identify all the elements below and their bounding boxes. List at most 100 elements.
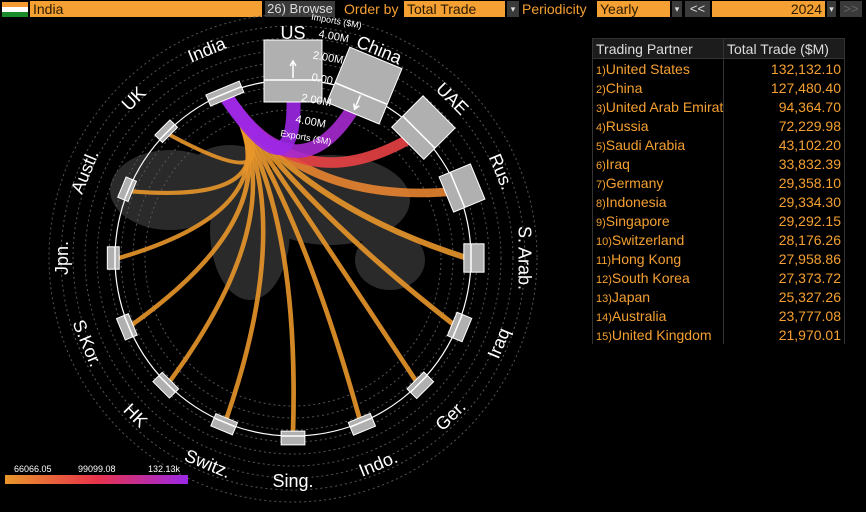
- partner-name[interactable]: 12)South Korea: [592, 268, 724, 287]
- partner-node[interactable]: [154, 119, 179, 144]
- partner-node[interactable]: [280, 430, 306, 446]
- table-row[interactable]: 14)Australia 23,777.08: [592, 306, 845, 325]
- browse-button[interactable]: 26) Browse: [265, 1, 335, 17]
- partner-name[interactable]: 7)Germany: [592, 173, 724, 192]
- row-index: 4): [596, 121, 606, 134]
- total-trade-value: 27,373.72: [723, 268, 845, 287]
- partner-name[interactable]: 4)Russia: [592, 116, 724, 135]
- next-year-button[interactable]: >>: [840, 1, 862, 17]
- partner-label: South Korea: [611, 269, 690, 286]
- partner-label: United Kingdom: [611, 326, 712, 343]
- header-trading-partner[interactable]: Trading Partner: [592, 38, 724, 59]
- total-trade-value: 132,132.10: [723, 58, 845, 78]
- partner-name[interactable]: 13)Japan: [592, 287, 724, 306]
- partner-node[interactable]: [106, 246, 120, 270]
- partner-node[interactable]: [205, 80, 245, 107]
- year-input[interactable]: 2024: [712, 1, 825, 17]
- trade-flow-line[interactable]: [220, 83, 301, 155]
- india-flag-icon: [2, 2, 28, 17]
- total-trade-value: 28,176.26: [723, 230, 845, 249]
- total-trade-value: 127,480.40: [723, 78, 845, 97]
- table-row[interactable]: 7)Germany 29,358.10: [592, 173, 845, 192]
- year-dropdown-icon[interactable]: ▾: [827, 1, 836, 17]
- row-index: 8): [596, 197, 606, 210]
- partner-name[interactable]: 9)Singapore: [592, 211, 724, 230]
- partner-node[interactable]: [210, 412, 239, 436]
- partner-name[interactable]: 3)United Arab Emirat: [592, 97, 724, 116]
- scale-ring: [84, 49, 502, 467]
- country-input[interactable]: India: [30, 1, 262, 17]
- table-row[interactable]: 9)Singapore 29,292.15: [592, 211, 845, 230]
- partner-node[interactable]: [406, 371, 435, 400]
- header-total-trade[interactable]: Total Trade ($M): [723, 38, 845, 59]
- import-export-box: [115, 313, 138, 341]
- partner-node[interactable]: [390, 95, 456, 161]
- box-baseline: [123, 315, 134, 338]
- partner-name[interactable]: 2)China: [592, 78, 724, 97]
- row-index: 9): [596, 216, 606, 229]
- prev-year-button[interactable]: <<: [685, 1, 710, 17]
- partner-axis-label: S.Kor.: [69, 317, 106, 370]
- table-row[interactable]: 4)Russia 72,229.98: [592, 116, 845, 135]
- row-index: 10): [596, 235, 612, 248]
- order-by-label: Order by: [344, 1, 399, 17]
- table-row[interactable]: 1)United States 132,132.10: [592, 58, 845, 78]
- table-row[interactable]: 6)Iraq 33,832.39: [592, 154, 845, 173]
- total-trade-value: 29,358.10: [723, 173, 845, 192]
- import-export-box: [390, 95, 456, 161]
- scale-label: 0.00: [311, 72, 334, 88]
- periodicity-dropdown-icon[interactable]: ▾: [672, 1, 682, 17]
- partner-name[interactable]: 5)Saudi Arabia: [592, 135, 724, 154]
- scale-ring: [72, 37, 514, 479]
- table-row[interactable]: 2)China 127,480.40: [592, 78, 845, 97]
- partner-axis-label: US: [280, 23, 305, 43]
- partner-node[interactable]: [446, 311, 473, 343]
- partner-axis-label: Jpn.: [52, 241, 72, 275]
- row-index: 13): [596, 292, 612, 305]
- partner-node[interactable]: [117, 176, 138, 203]
- table-row[interactable]: 8)Indonesia 29,334.30: [592, 192, 845, 211]
- partner-label: United States: [605, 60, 690, 77]
- partner-name[interactable]: 6)Iraq: [592, 154, 724, 173]
- partner-node[interactable]: [347, 412, 377, 436]
- table-row[interactable]: 15)United Kingdom 21,970.01: [592, 325, 845, 344]
- table-row[interactable]: 12)South Korea 27,373.72: [592, 268, 845, 287]
- partner-node[interactable]: [463, 243, 485, 273]
- order-by-dropdown-icon[interactable]: ▾: [507, 1, 519, 17]
- partner-axis-label: Switz.: [182, 445, 234, 482]
- box-baseline: [158, 375, 176, 393]
- scale-ring: [96, 61, 490, 455]
- partner-name[interactable]: 15)United Kingdom: [592, 325, 724, 344]
- legend-max-label: 132.13k: [148, 464, 181, 474]
- table-row[interactable]: 13)Japan 25,327.26: [592, 287, 845, 306]
- table-row[interactable]: 11)Hong Kong 27,958.86: [592, 249, 845, 268]
- table-row[interactable]: 10)Switzerland 28,176.26: [592, 230, 845, 249]
- row-index: 5): [596, 140, 606, 153]
- table-row[interactable]: 5)Saudi Arabia 43,102.20: [592, 135, 845, 154]
- partner-node[interactable]: [152, 371, 180, 399]
- partner-name[interactable]: 8)Indonesia: [592, 192, 724, 211]
- partner-label: Hong Kong: [611, 250, 682, 267]
- toolbar: India 26) Browse Order by Total Trade ▾ …: [0, 0, 866, 18]
- partner-axis-label: Ger.: [431, 396, 469, 434]
- partner-axis-label: India: [185, 33, 230, 67]
- import-export-box: [326, 46, 403, 125]
- box-baseline: [159, 124, 176, 141]
- import-export-box: [106, 246, 120, 270]
- partner-name[interactable]: 1)United States: [592, 58, 724, 78]
- scale-label: Imports ($M): [311, 12, 363, 31]
- periodicity-select[interactable]: Yearly: [597, 1, 670, 17]
- partner-node[interactable]: [438, 163, 486, 213]
- import-export-box: [154, 119, 179, 144]
- partner-node[interactable]: [326, 46, 403, 125]
- row-index: 12): [596, 273, 612, 286]
- total-trade-value: 72,229.98: [723, 116, 845, 135]
- import-export-box: [280, 430, 306, 446]
- partner-node[interactable]: [263, 39, 323, 103]
- order-by-select[interactable]: Total Trade: [404, 1, 505, 17]
- partner-name[interactable]: 11)Hong Kong: [592, 249, 724, 268]
- partner-node[interactable]: [115, 313, 138, 341]
- partner-name[interactable]: 14)Australia: [592, 306, 724, 325]
- partner-name[interactable]: 10)Switzerland: [592, 230, 724, 249]
- table-row[interactable]: 3)United Arab Emirat 94,364.70: [592, 97, 845, 116]
